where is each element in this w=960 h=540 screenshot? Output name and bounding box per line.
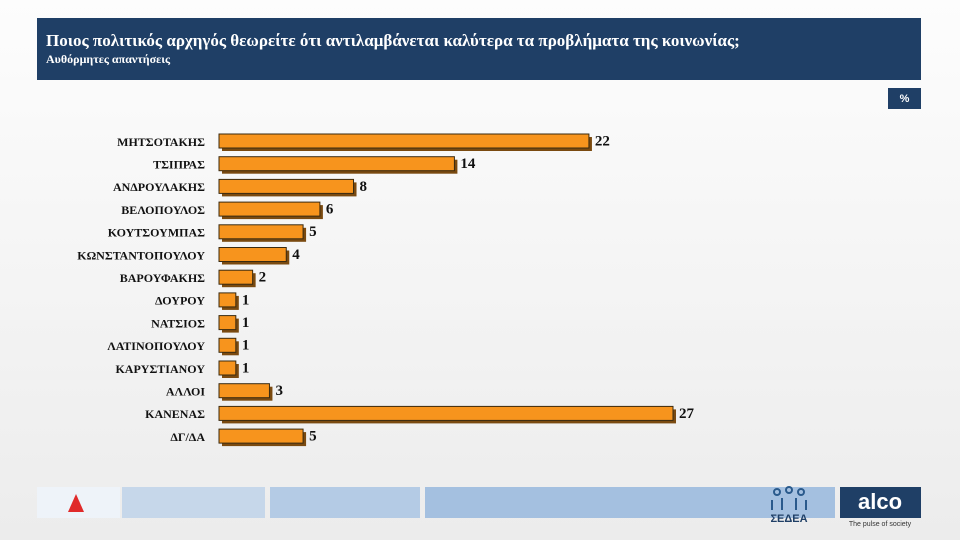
- value-label: 1: [242, 360, 250, 376]
- bar: [218, 337, 237, 353]
- footer-box: [122, 487, 265, 518]
- bar: [218, 360, 237, 376]
- value-label: 27: [679, 406, 695, 422]
- bar: [218, 405, 674, 421]
- value-label: 3: [275, 383, 283, 399]
- title: Ποιος πολιτικός αρχηγός θεωρείτε ότι αντ…: [46, 31, 740, 50]
- value-label: 6: [326, 202, 334, 218]
- bar: [218, 178, 355, 194]
- bar: [218, 156, 455, 172]
- category-label: ΚΑΝΕΝΑΣ: [145, 407, 205, 421]
- category-label: ΒΑΡΟΥΦΑΚΗΣ: [120, 271, 205, 285]
- alco-logo: alco: [858, 489, 902, 514]
- value-label: 1: [242, 315, 250, 331]
- value-label: 1: [242, 338, 250, 354]
- alco-tagline: The pulse of society: [849, 521, 912, 528]
- header-box: [37, 18, 921, 80]
- category-label: ΚΑΡΥΣΤΙΑΝΟΥ: [115, 362, 205, 376]
- category-label: ΚΩΝΣΤΑΝΤΟΠΟΥΛΟΥ: [77, 248, 205, 262]
- bar: [218, 269, 254, 285]
- category-label: ΛΑΤΙΝΟΠΟΥΛΟΥ: [107, 339, 205, 353]
- category-label: ΔΟΥΡΟΥ: [155, 294, 205, 308]
- value-label: 1: [242, 292, 250, 308]
- sedea-label: ΣΕΔΕΑ: [770, 513, 807, 525]
- category-label: ΔΓ/ΔΑ: [170, 430, 205, 444]
- bar: [218, 292, 237, 308]
- value-label: 2: [259, 270, 267, 286]
- bar: [218, 224, 304, 240]
- category-label: ΒΕΛΟΠΟΥΛΟΣ: [121, 203, 205, 217]
- bar: [218, 201, 321, 217]
- footer-box: [270, 487, 420, 518]
- bar: [218, 428, 304, 444]
- bar: [218, 383, 270, 399]
- category-label: ΑΝΔΡΟΥΛΑΚΗΣ: [113, 180, 205, 194]
- unit-label: %: [900, 93, 910, 105]
- value-label: 5: [309, 224, 317, 240]
- category-label: ΝΑΤΣΙΟΣ: [151, 316, 205, 330]
- alpha-logo: [68, 494, 84, 512]
- category-label: ΚΟΥΤΣΟΥΜΠΑΣ: [108, 226, 205, 240]
- bar: [218, 247, 287, 262]
- value-label: 8: [360, 179, 368, 195]
- bar: [218, 315, 237, 331]
- category-label: ΑΛΛΟΙ: [166, 384, 206, 398]
- alco-box: [840, 487, 921, 518]
- footer-box: [425, 487, 835, 518]
- category-label: ΤΣΙΠΡΑΣ: [153, 157, 205, 171]
- sedea-logo: [771, 486, 807, 510]
- value-label: 14: [460, 156, 476, 172]
- bar: [218, 133, 590, 149]
- value-label: 4: [292, 247, 300, 263]
- subtitle: Αυθόρμητες απαντήσεις: [46, 52, 171, 66]
- value-label: 22: [595, 133, 610, 149]
- category-label: ΜΗΤΣΟΤΑΚΗΣ: [117, 135, 205, 149]
- unit-box: [888, 88, 921, 109]
- value-label: 5: [309, 429, 317, 445]
